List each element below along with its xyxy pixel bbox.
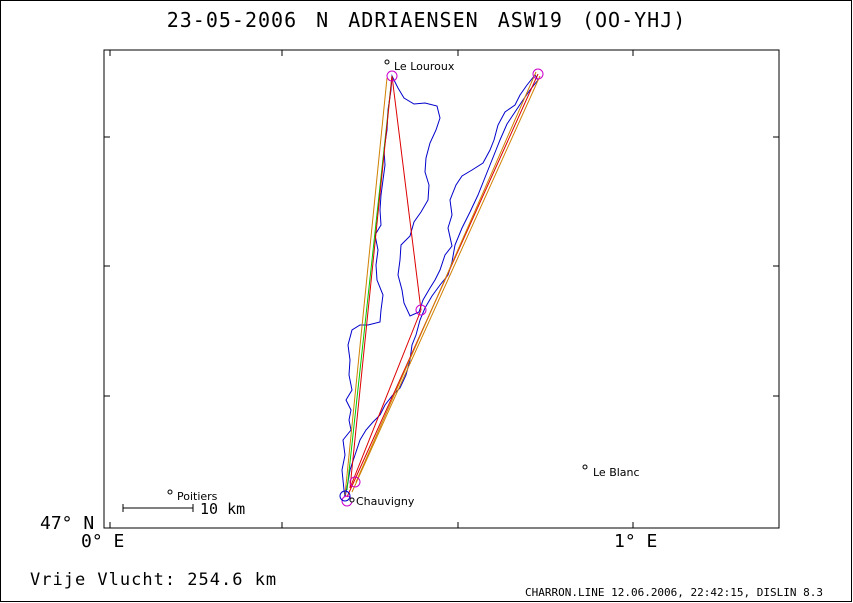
- place-label-le-louroux: Le Louroux: [394, 60, 455, 73]
- place-markers: [167, 59, 588, 503]
- lat-label: 47° N: [40, 513, 95, 534]
- turnpoint-marker: [415, 304, 427, 316]
- leg-red-1: [349, 75, 393, 489]
- turnpoint-markers: [341, 68, 544, 507]
- plot-border: [103, 49, 780, 529]
- lon-label-0: 0° E: [81, 531, 125, 552]
- place-marker-chauvigny: [349, 497, 355, 503]
- place-label-chauvigny: Chauvigny: [356, 495, 415, 508]
- place-label-poitiers: Poitiers: [177, 490, 218, 503]
- lon-label-1: 1° E: [614, 531, 658, 552]
- distance-summary: Vrije Vlucht: 254.6 km: [30, 570, 278, 590]
- gps-track: [341, 74, 539, 498]
- place-label-le-blanc: Le Blanc: [593, 466, 640, 479]
- leg-red-3: [349, 309, 422, 489]
- turnpoint-marker: [386, 70, 398, 82]
- axis-ticks: [104, 50, 779, 528]
- place-marker-le-louroux: [384, 59, 390, 65]
- place-marker-le-blanc: [582, 464, 588, 470]
- turnpoint-marker: [349, 476, 361, 488]
- turnpoint-marker: [532, 68, 544, 80]
- leg-red-2: [391, 75, 422, 311]
- credits-line: CHARRON.LINE 12.06.2006, 22:42:15, DISLI…: [524, 586, 823, 599]
- leg-orange-3: [355, 71, 537, 483]
- scale-bar: [122, 504, 194, 512]
- place-marker-poitiers: [167, 489, 173, 495]
- leg-orange-1: [344, 77, 388, 496]
- flight-title: 23-05-2006 N ADRIAENSEN ASW19 (OO-YHJ): [166, 8, 687, 32]
- leg-orange-2: [351, 75, 541, 493]
- start-marker: [339, 490, 351, 502]
- scale-bar-label: 10 km: [200, 500, 245, 518]
